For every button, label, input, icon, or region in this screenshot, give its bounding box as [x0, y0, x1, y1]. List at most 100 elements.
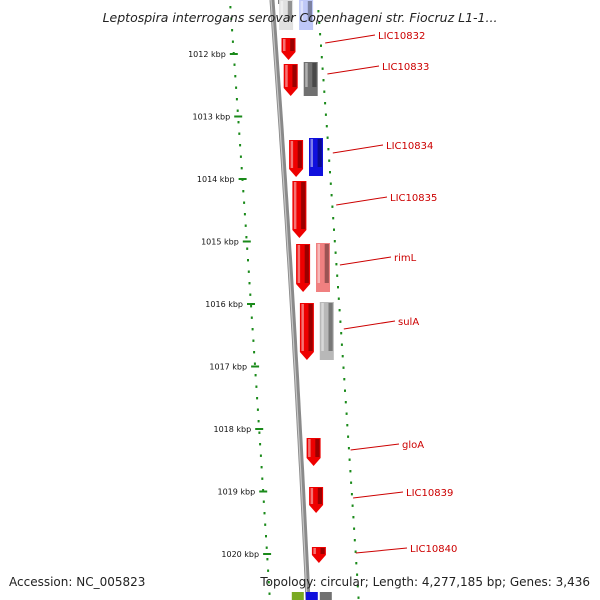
gene-pink-1 [316, 243, 330, 292]
guide-dot-left [253, 351, 256, 354]
guide-dot-left [256, 408, 259, 411]
guide-dot-left [255, 385, 258, 388]
gene-partial-bottom [319, 592, 332, 600]
guide-dot-left [231, 29, 234, 32]
guide-dot-right [350, 481, 353, 484]
guide-dot-right [327, 148, 330, 151]
gene-label: gloA [402, 440, 424, 451]
gene-labels: LIC10832 LIC10833 LIC10834 LIC10835 rimL sulA… [325, 31, 457, 555]
guide-dot-right [349, 470, 352, 473]
guide-dot-left [242, 190, 245, 193]
guide-dot-left [265, 546, 268, 549]
guide-dot-right [351, 504, 354, 507]
guide-dot-right [346, 424, 349, 427]
topology-text: Topology: circular; Length: 4,277,185 bp… [260, 575, 590, 589]
guide-dot-right [356, 585, 359, 588]
gene-rimL [296, 244, 311, 292]
guide-dot-left [265, 535, 267, 538]
guide-dot-right [352, 516, 355, 519]
guide-dot-right [330, 194, 333, 197]
guide-dot-right [340, 343, 343, 346]
guide-dot-left [263, 512, 266, 515]
gene-label: LIC10833 [382, 62, 429, 73]
guide-dot-right [321, 67, 324, 70]
guide-dot-left [250, 305, 253, 308]
guide-dot-left [267, 569, 270, 572]
guide-dot-right [353, 539, 356, 542]
guide-dot-left [262, 500, 265, 503]
gene-label: LIC10840 [410, 544, 457, 555]
leader-line [332, 144, 384, 154]
leader-line [327, 65, 380, 75]
guide-dot-left [257, 420, 260, 423]
guide-dot-right [332, 217, 335, 220]
guide-dot-right [340, 332, 343, 335]
guide-dot-left [258, 431, 261, 434]
gene-LIC10833 [283, 64, 298, 96]
guide-dot-left [229, 6, 232, 9]
guide-dot-left [259, 454, 262, 457]
guide-dot-left [264, 523, 267, 526]
guide-dot-left [259, 443, 262, 446]
guide-dot-right [329, 171, 331, 174]
guide-dot-right [347, 435, 350, 438]
guide-dot-right [333, 228, 335, 231]
gene-blue-1 [309, 138, 323, 176]
guide-dot-left [235, 98, 238, 101]
guide-dot-left [230, 17, 233, 20]
tick-label: 1019 kbp [217, 488, 255, 497]
gene-LIC10834 [289, 140, 304, 177]
gene-features [278, 0, 334, 600]
guide-dot-right [335, 263, 338, 266]
guide-dot-right [337, 286, 339, 289]
tick-label: 1016 kbp [205, 300, 243, 309]
guide-dot-left [247, 259, 249, 262]
gene-partial-bottom [305, 592, 318, 600]
guide-dot-left [266, 558, 269, 561]
map-title: Leptospira interrogans serovar Copenhage… [102, 10, 498, 25]
guide-dot-left [254, 374, 257, 377]
backbone [269, 0, 311, 600]
leader-line [350, 443, 400, 451]
guide-dot-left [251, 328, 254, 331]
backbone-line [269, 0, 311, 600]
accession-text: Accession: NC_005823 [9, 575, 146, 589]
gene-label: LIC10832 [378, 31, 425, 42]
guide-dot-left [231, 40, 234, 43]
guide-dot-right [329, 182, 332, 185]
tick-label: 1020 kbp [221, 550, 259, 559]
guide-dot-right [320, 44, 322, 47]
guide-dot-left [261, 477, 264, 480]
guide-dot-right [353, 527, 356, 530]
guide-dot-left [236, 109, 239, 112]
guide-dot-left [235, 86, 238, 89]
tick-label: 1013 kbp [192, 113, 230, 122]
guide-dot-right [322, 79, 325, 82]
guide-dot-right [333, 240, 336, 243]
guide-dot-right [342, 366, 345, 369]
guide-dot-right [319, 33, 322, 36]
guide-dot-left [243, 213, 246, 216]
guide-dot-right [348, 458, 351, 461]
guide-dot-right [323, 90, 326, 93]
guide-dot-right [320, 56, 323, 59]
guide-dot-left [253, 362, 256, 365]
tick-label: 1015 kbp [201, 238, 239, 247]
gene-label: LIC10835 [390, 193, 437, 204]
guide-dot-left [238, 132, 241, 135]
guide-dot-left [244, 224, 247, 227]
gene-partial-bottom [291, 592, 304, 600]
guide-dot-left [245, 236, 248, 239]
guide-dot-right [344, 401, 347, 404]
guide-dot-left [240, 167, 243, 170]
guide-dot-right [336, 274, 339, 277]
gene-label: sulA [398, 317, 419, 328]
guide-dot-right [324, 113, 327, 116]
guide-dot-left [246, 247, 249, 250]
guide-dot-right [343, 378, 346, 381]
gene-sulA [299, 303, 314, 360]
guide-dot-left [260, 466, 263, 469]
guide-dot-left [243, 201, 246, 204]
guide-dot-right [356, 573, 359, 576]
